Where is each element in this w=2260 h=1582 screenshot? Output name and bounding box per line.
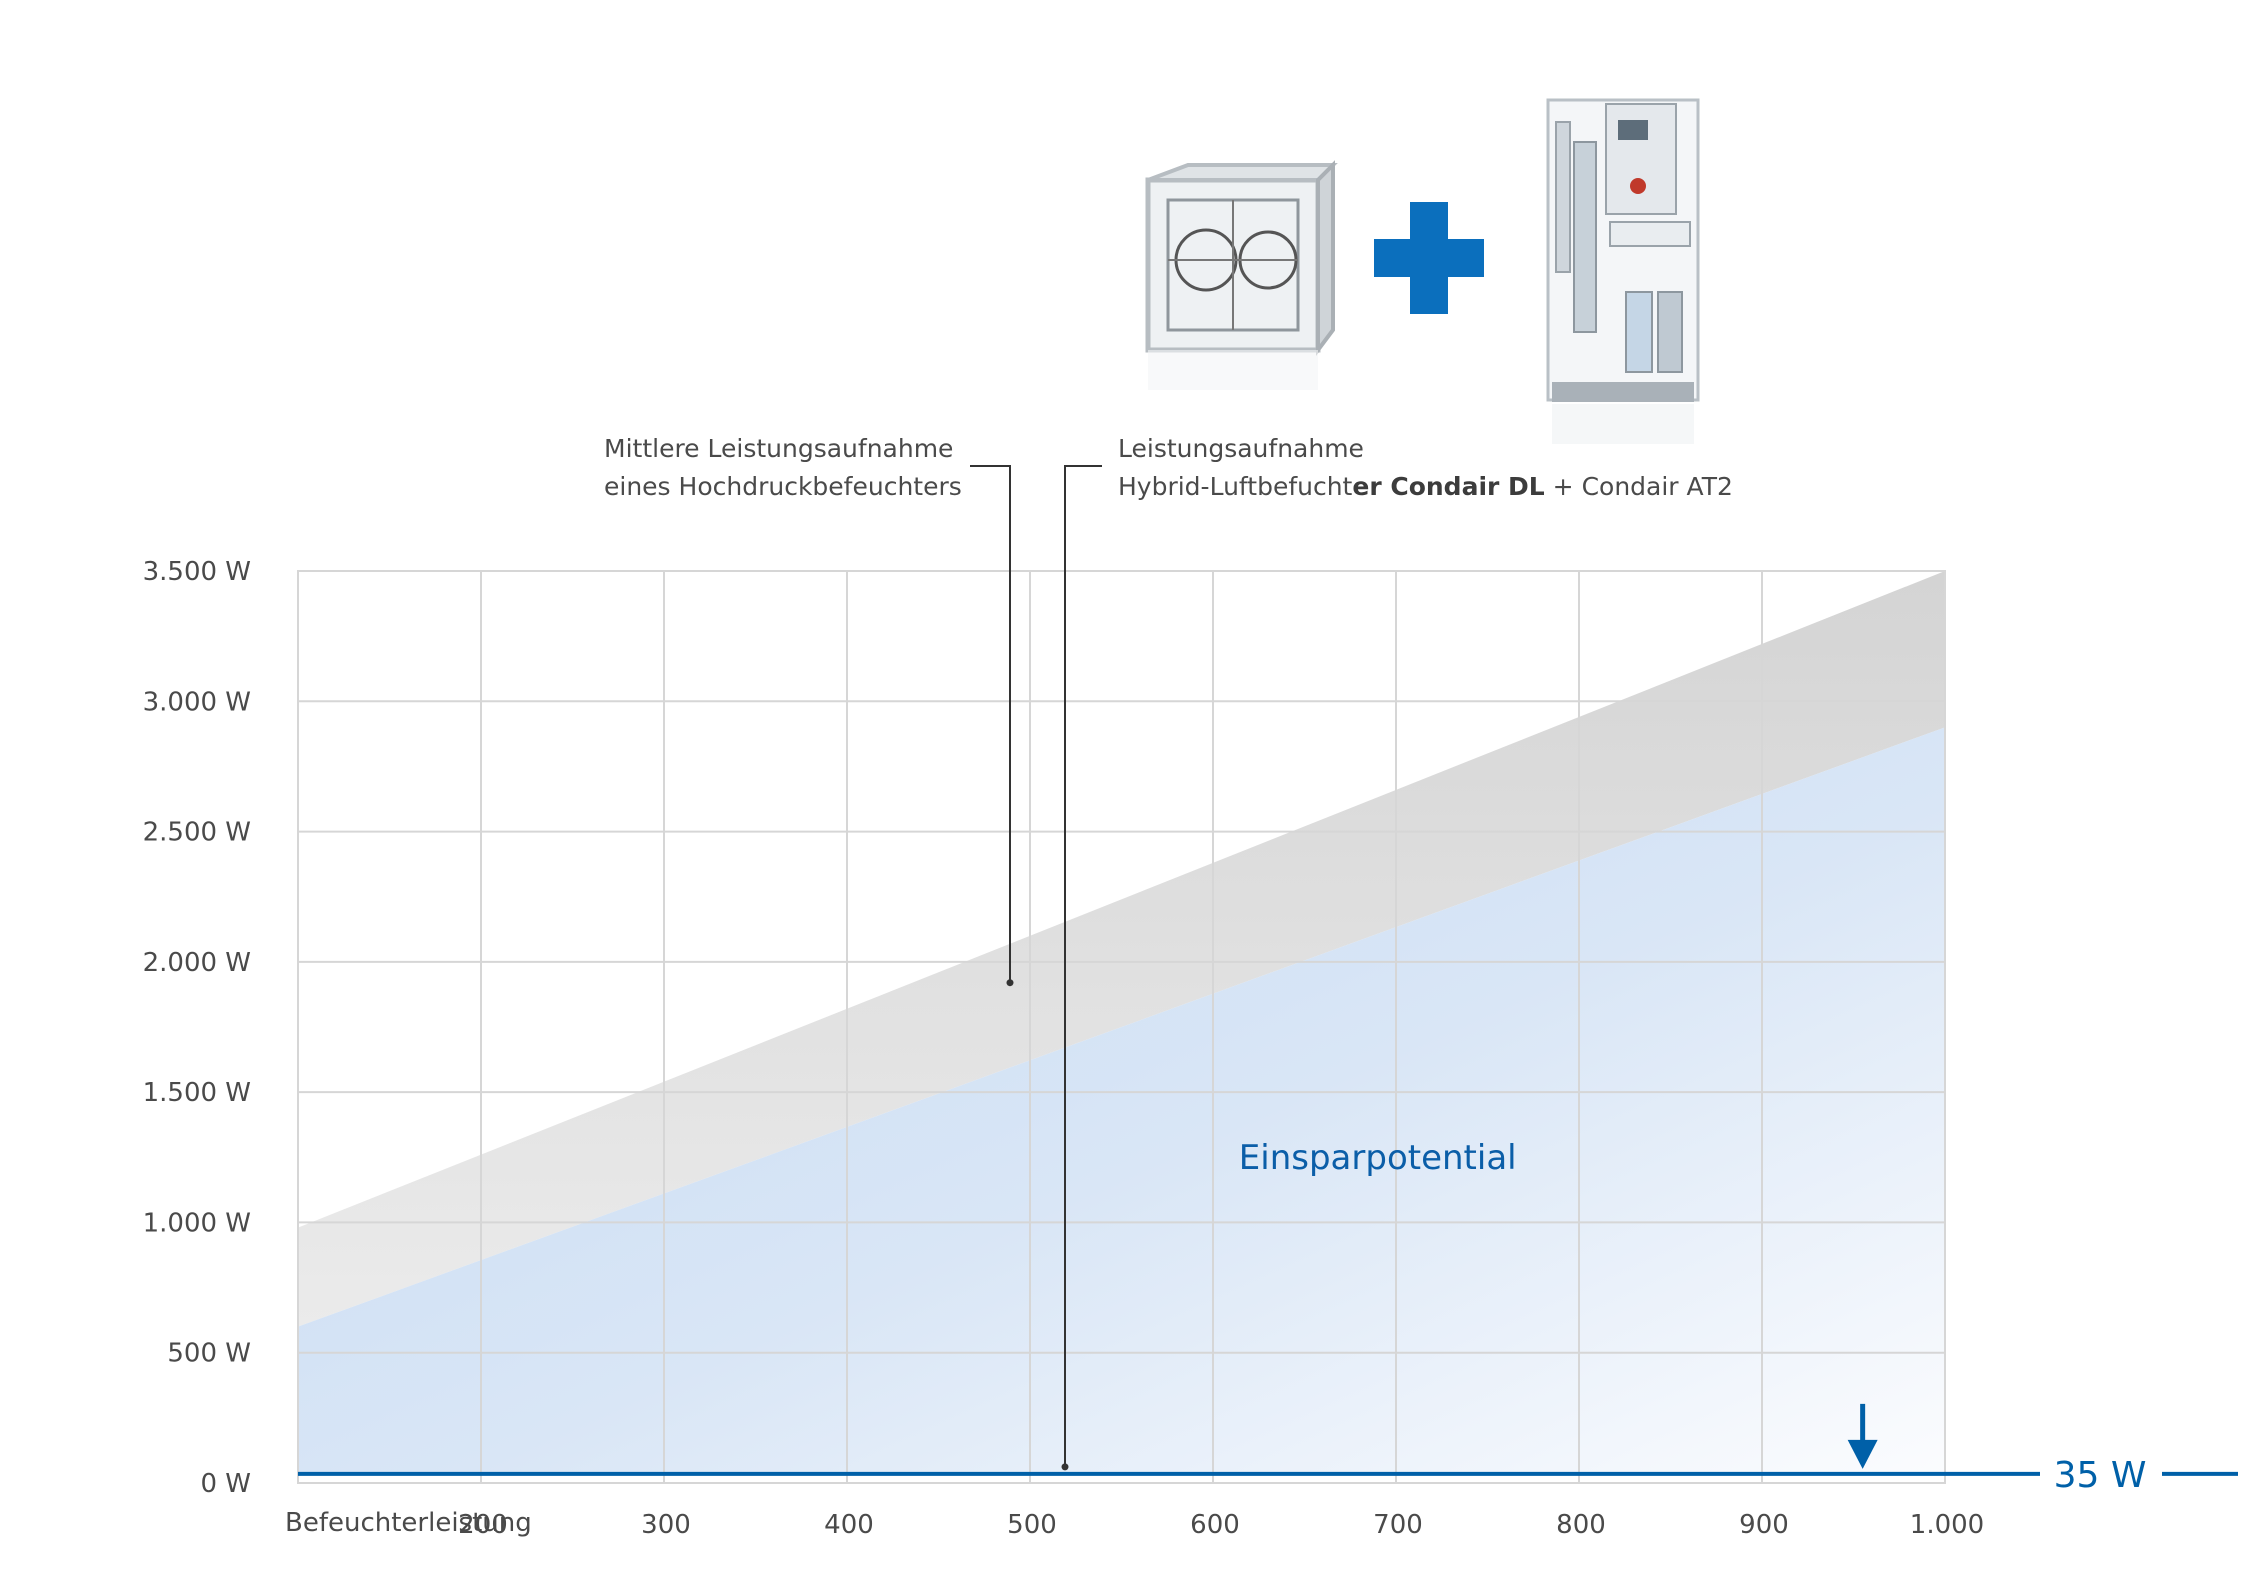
hybrid-humidifier-image: [1128, 160, 1338, 410]
plot-area: 0 W 500 W 1.000 W 1.500 W 2.000 W 2.500 W 3.00…: [143, 465, 2238, 1540]
savings-label: Einsparpotential: [1239, 1138, 1517, 1178]
plot-border: [297, 570, 1946, 1484]
y-tick-label: 2.500 W: [143, 818, 251, 848]
high-pressure-leader: [970, 465, 1011, 983]
value-label-35w: 35 W: [2054, 1455, 2147, 1496]
x-tick-label: 900: [1739, 1510, 1789, 1540]
x-tick-label: 700: [1373, 1510, 1423, 1540]
hybrid-marker: [1061, 1463, 1069, 1471]
y-tick-label: 1.500 W: [143, 1078, 251, 1108]
y-tick-label: 0 W: [200, 1469, 251, 1499]
x-tick-label: 200: [458, 1510, 508, 1540]
annotation-high-pressure-line2: eines Hochdruckbefeuchters: [604, 472, 962, 501]
hybrid-leader: [1064, 465, 1102, 1467]
condair-at2-image: [1538, 92, 1708, 452]
y-tick-label: 2.000 W: [143, 948, 251, 978]
annotation-hybrid: Leistungsaufnahme Hybrid-Luftbefuchter C…: [1118, 430, 1733, 506]
x-tick-label: 1.000: [1910, 1510, 1984, 1540]
plus-icon: [1374, 202, 1484, 314]
x-tick-label: 800: [1556, 1510, 1606, 1540]
x-axis-start-label: Befeuchterleistung: [285, 1508, 532, 1538]
annotation-hybrid-part3: + Condair AT2: [1544, 472, 1733, 501]
y-tick-label: 3.500 W: [143, 557, 251, 587]
y-tick-label: 3.000 W: [143, 687, 251, 717]
high-pressure-band: [298, 571, 1945, 1327]
x-tick-label: 300: [641, 1510, 691, 1540]
annotation-hybrid-line1: Leistungsaufnahme: [1118, 434, 1364, 463]
annotation-high-pressure-line1: Mittlere Leistungsaufnahme: [604, 434, 954, 463]
savings-band: [298, 727, 1945, 1474]
annotation-hybrid-part2: er Condair DL: [1352, 472, 1545, 501]
down-arrow-icon: [1847, 1439, 1878, 1469]
annotation-hybrid-part1: Hybrid-Luftbefucht: [1118, 472, 1353, 501]
x-tick-label: 400: [824, 1510, 874, 1540]
x-tick-label: 500: [1007, 1510, 1057, 1540]
y-tick-label: 1.000 W: [143, 1208, 251, 1238]
annotation-high-pressure: Mittlere Leistungsaufnahme eines Hochdru…: [604, 430, 962, 506]
y-tick-label: 500 W: [167, 1339, 251, 1369]
annotation-hybrid-line2: Hybrid-Luftbefuchter Condair DL + Condai…: [1118, 468, 1733, 506]
x-tick-label: 600: [1190, 1510, 1240, 1540]
high-pressure-marker: [1006, 979, 1014, 987]
